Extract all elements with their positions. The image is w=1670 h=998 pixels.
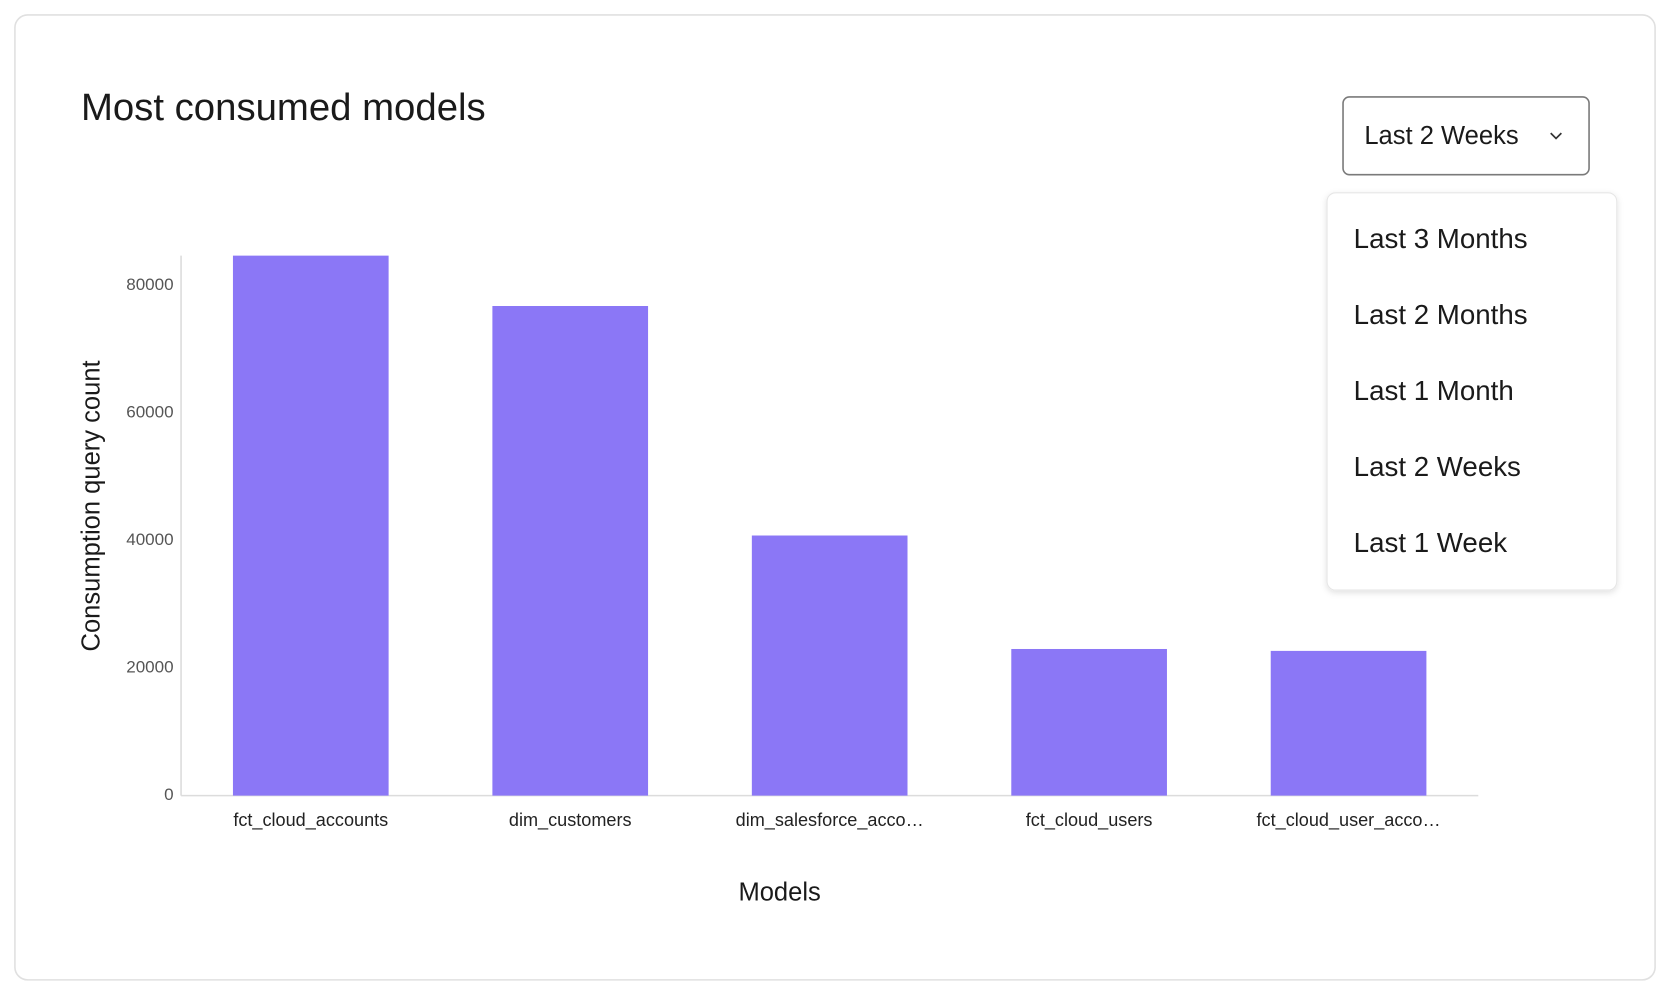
dropdown-button[interactable] xyxy=(1342,96,1590,176)
dropdown-option[interactable]: Last 2 Weeks xyxy=(1354,451,1521,482)
x-tick-label: fct_cloud_accounts xyxy=(233,810,388,831)
x-tick-label: dim_salesforce_acco… xyxy=(736,810,924,831)
bar xyxy=(232,255,389,796)
dropdown-option[interactable]: Last 1 Month xyxy=(1354,375,1514,406)
dropdown-option[interactable]: Last 1 Week xyxy=(1354,527,1508,558)
dropdown-menu xyxy=(1326,192,1618,591)
x-tick-label: dim_customers xyxy=(509,810,632,831)
options: Last 3 Months Last 2 Months Last 1 Month La… xyxy=(1354,223,1528,558)
x-tick-label: fct_cloud_user_acco… xyxy=(1257,810,1441,831)
chevron xyxy=(1550,132,1562,140)
y-axis-title: Consumption query count xyxy=(77,360,105,651)
dropdown-option[interactable]: Last 3 Months xyxy=(1354,223,1528,254)
dropdown-selected[interactable]: Last 2 Weeks xyxy=(1364,122,1518,150)
dropdown-option[interactable]: Last 2 Months xyxy=(1354,299,1528,330)
bar xyxy=(1270,650,1427,796)
y-tick-label: 40000 xyxy=(126,530,173,549)
bar xyxy=(1011,648,1167,796)
bar xyxy=(751,535,908,796)
bars xyxy=(232,255,1427,796)
chart-title: Most consumed models xyxy=(81,86,486,129)
y-tick-label: 80000 xyxy=(126,275,173,294)
y-tick-label: 20000 xyxy=(126,658,173,677)
y-tick-label: 60000 xyxy=(126,403,173,422)
x-axis-title: Models xyxy=(738,878,820,906)
bar xyxy=(492,306,649,796)
card xyxy=(14,14,1656,981)
x-tick-label: fct_cloud_users xyxy=(1026,810,1153,831)
y-tick-label: 0 xyxy=(164,785,173,804)
